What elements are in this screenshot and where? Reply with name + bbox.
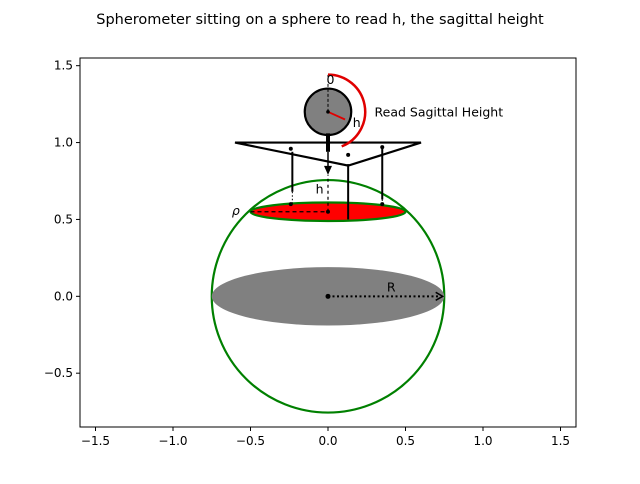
- h-vertical-label: h: [316, 181, 324, 196]
- x-tick-label: −0.5: [236, 434, 265, 448]
- dial-hand: [327, 110, 346, 121]
- plot-area: R ρ h 0 h Read Sagittal Heigh: [210, 72, 504, 414]
- x-tick-label: −1.5: [81, 434, 110, 448]
- y-tick-label: 0.0: [54, 289, 73, 303]
- y-tick-label: 1.0: [54, 136, 73, 150]
- cap-center-dot: [326, 209, 330, 214]
- central-screw-arrowhead: [324, 165, 332, 175]
- radius-label: R: [387, 280, 396, 295]
- figure-title: Spherometer sitting on a sphere to read …: [96, 12, 544, 28]
- sphere-center-dot: [325, 293, 331, 299]
- rho-label: ρ: [232, 203, 240, 218]
- dial-zero-label: 0: [326, 72, 334, 87]
- x-tick-label: 1.5: [551, 434, 570, 448]
- leg-foot-dot-right: [380, 202, 385, 207]
- reading-arc: [327, 73, 367, 148]
- leg-foot-dot-left: [288, 202, 293, 207]
- leg-top-dot-left: [288, 146, 293, 151]
- read-sagittal-height-label: Read Sagittal Height: [375, 104, 504, 119]
- y-tick-label: −0.5: [44, 366, 73, 380]
- dial-h-label: h: [353, 115, 361, 130]
- x-tick-label: 1.0: [473, 434, 492, 448]
- leg-top-dot-back: [346, 152, 351, 157]
- y-axis: −0.5 0.0 0.5 1.0 1.5: [44, 59, 80, 380]
- x-axis: −1.5 −1.0 −0.5 0.0 0.5 1.0 1.5: [81, 427, 570, 448]
- dial-pivot: [326, 110, 330, 114]
- y-tick-label: 1.5: [54, 59, 73, 73]
- x-tick-label: 0.5: [396, 434, 415, 448]
- leg-top-dot-right: [380, 145, 385, 150]
- y-tick-label: 0.5: [54, 212, 73, 226]
- x-tick-label: −1.0: [158, 434, 187, 448]
- radius-arrowhead: [435, 291, 445, 301]
- x-tick-label: 0.0: [318, 434, 337, 448]
